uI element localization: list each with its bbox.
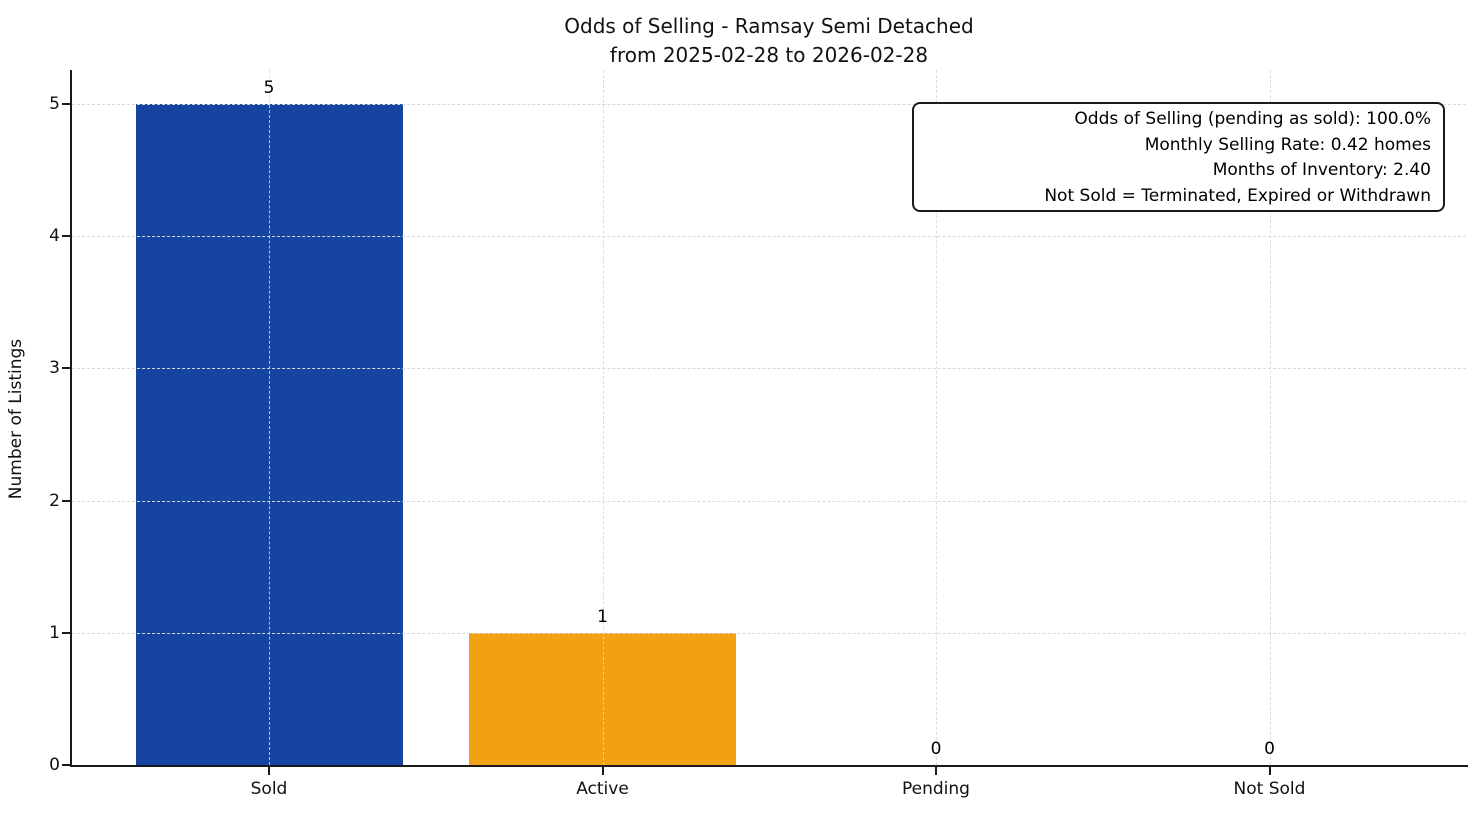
y-tick-label: 5 (49, 94, 60, 114)
y-tick-label: 3 (49, 358, 60, 379)
y-tick (62, 631, 70, 634)
gridline-vertical (269, 70, 270, 765)
gridline-vertical (936, 70, 937, 765)
gridline-horizontal (72, 236, 1466, 238)
stats-annotation-box: Odds of Selling (pending as sold): 100.0… (912, 102, 1445, 212)
annotation-not-sold-definition: Not Sold = Terminated, Expired or Withdr… (1044, 185, 1431, 206)
gridline-horizontal (72, 632, 1466, 634)
gridline-horizontal (72, 368, 1466, 370)
y-tick-label: 4 (49, 226, 60, 247)
gridline-horizontal (72, 500, 1466, 502)
chart-title: Odds of Selling - Ramsay Semi Detached f… (72, 12, 1466, 70)
y-tick-label: 2 (49, 490, 60, 511)
y-tick-label: 0 (49, 755, 60, 775)
chart-title-line1: Odds of Selling - Ramsay Semi Detached (564, 14, 974, 38)
bar-value-label-active: 1 (597, 606, 608, 627)
gridline-horizontal (72, 104, 1466, 105)
gridline-vertical (1269, 70, 1271, 765)
x-tick-label-not-sold: Not Sold (1233, 779, 1306, 799)
x-tick-label-pending: Pending (902, 779, 970, 799)
annotation-monthly-selling-rate: Monthly Selling Rate: 0.42 homes (1144, 134, 1431, 155)
x-axis-spine (70, 765, 1468, 767)
y-tick (62, 499, 70, 502)
y-axis-spine (70, 70, 72, 767)
x-tick (601, 767, 604, 775)
x-tick (268, 767, 270, 775)
y-tick (62, 103, 70, 105)
bar-value-label-sold: 5 (263, 78, 275, 98)
x-tick (1268, 767, 1271, 775)
y-tick (62, 235, 70, 238)
gridline-vertical (602, 70, 604, 765)
y-tick (62, 367, 70, 370)
annotation-months-of-inventory: Months of Inventory: 2.40 (1212, 160, 1431, 180)
chart-title-line2: from 2025-02-28 to 2026-02-28 (609, 43, 929, 67)
annotation-odds-of-selling: Odds of Selling (pending as sold): 100.0… (1074, 109, 1431, 129)
bar-value-label-not-sold: 0 (1264, 739, 1275, 759)
bar-value-label-pending: 0 (930, 739, 942, 759)
x-tick-label-sold: Sold (250, 779, 288, 799)
x-tick (935, 767, 937, 775)
y-tick-label: 1 (49, 622, 60, 643)
y-tick (62, 764, 70, 766)
x-tick-label-active: Active (576, 779, 629, 799)
